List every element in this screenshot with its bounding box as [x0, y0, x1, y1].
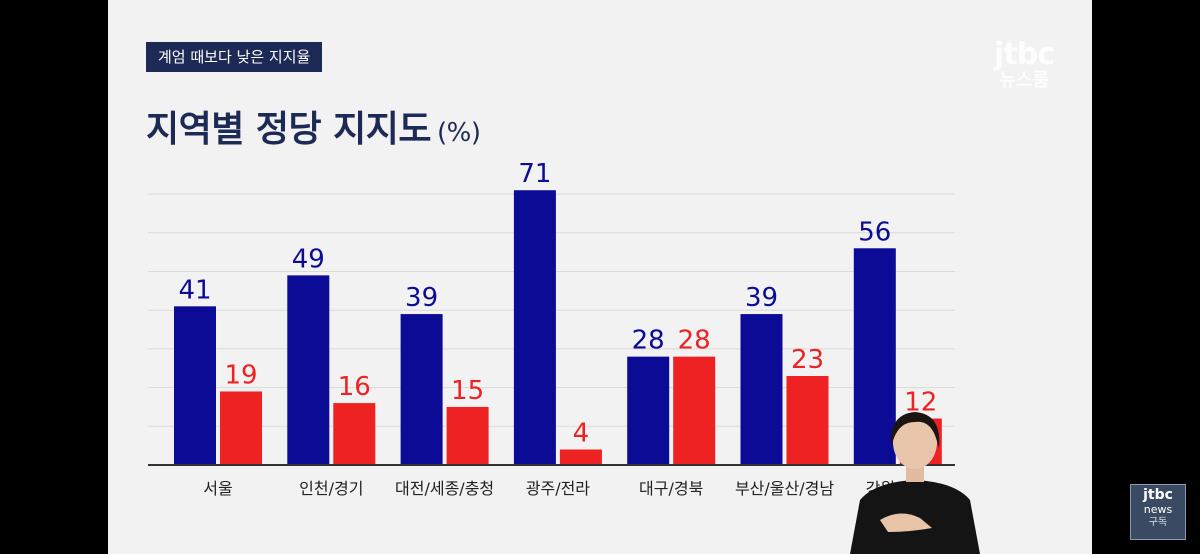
sign-language-interpreter — [850, 412, 980, 554]
data-label: 28 — [678, 326, 711, 356]
logo-sub: 뉴스룸 — [999, 70, 1049, 91]
category-label: 대구/경북 — [639, 479, 703, 498]
category-label: 대전/세종/충청 — [395, 479, 494, 498]
bar-blue — [853, 248, 896, 465]
category-label: 서울 — [203, 479, 232, 498]
data-label: 19 — [224, 360, 257, 390]
bar-blue — [513, 190, 556, 466]
data-label: 28 — [632, 326, 665, 356]
data-label: 39 — [745, 283, 778, 313]
category-label: 부산/울산/경남 — [735, 479, 834, 498]
bar-blue — [400, 314, 443, 465]
unit-label: (%) — [437, 118, 481, 148]
bar-blue — [174, 306, 216, 465]
data-label: 56 — [858, 217, 891, 247]
headline-tag: 계엄 때보다 낮은 지지율 — [146, 42, 323, 72]
data-label: 15 — [451, 376, 484, 406]
badge-subscribe: 구독 — [1148, 517, 1168, 528]
badge-brand: jtbc — [1143, 487, 1173, 503]
bar-blue — [740, 314, 783, 465]
bar-red — [786, 375, 829, 465]
data-label: 41 — [178, 275, 211, 305]
data-label: 4 — [573, 419, 590, 449]
bar-red — [673, 356, 716, 465]
chart-title: 지역별 정당 지지도 (%) — [146, 100, 481, 152]
jtbc-newsroom-logo: jtbc 뉴스룸 — [994, 37, 1055, 92]
bar-blue — [287, 275, 330, 465]
jtbc-news-subscribe-badge[interactable]: jtbc news 구독 — [1130, 484, 1186, 540]
badge-news: news — [1143, 503, 1173, 516]
bar-blue — [627, 356, 670, 465]
logo-brand: jtbc — [994, 37, 1055, 72]
bar-red — [220, 391, 262, 465]
data-label: 16 — [338, 372, 371, 402]
data-label: 39 — [405, 283, 438, 313]
data-label: 49 — [292, 244, 325, 274]
data-label: 23 — [791, 345, 824, 375]
category-label: 광주/전라 — [526, 479, 591, 498]
bar-red — [333, 403, 376, 465]
category-label: 인천/경기 — [299, 479, 363, 498]
data-label: 71 — [518, 159, 551, 189]
bar-red — [559, 449, 602, 465]
bar-red — [446, 406, 489, 465]
chart-title-text: 지역별 정당 지지도 — [146, 109, 432, 150]
data-label: 12 — [904, 388, 937, 418]
